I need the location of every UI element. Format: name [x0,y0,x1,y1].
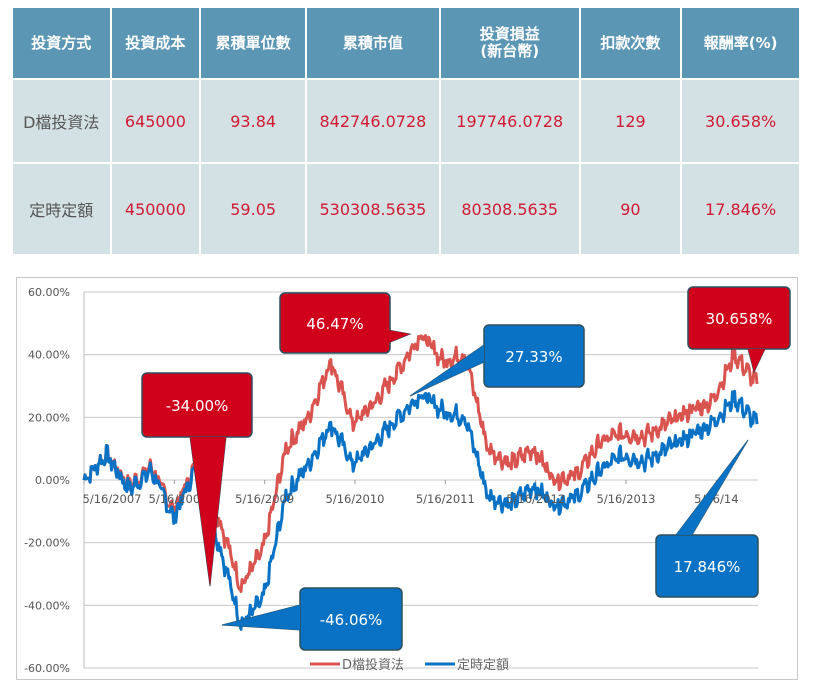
header-profit: 投資損益 (新台幣) [440,8,579,78]
callout-fixed-final: 17.846% [655,439,759,598]
y-tick-label: -20.00% [24,537,70,550]
svg-text:27.33%: 27.33% [505,348,562,366]
header-profit-line1: 投資損益 [479,25,540,43]
y-tick-label: 40.00% [28,349,70,362]
chart-gridlines [83,291,758,669]
callout-fixed-peak: 27.33% [409,324,585,397]
header-method: 投資方式 [13,8,110,78]
y-axis-labels: 60.00% 40.00% 20.00% 0.00% -20.00% -40.00% -60… [24,286,70,675]
svg-text:46.47%: 46.47% [306,315,363,333]
x-tick-label: 5/16/2009 [235,492,294,506]
cell-units: 59.05 [201,164,305,254]
cell-deductions: 129 [580,80,681,162]
table-row: D檔投資法 645000 93.84 842746.0728 197746.07… [13,80,799,162]
x-tick-label: 5/16/2013 [597,492,656,506]
cell-market-value: 842746.0728 [306,80,439,162]
svg-text:定時定額: 定時定額 [457,658,509,673]
x-tick-label: 5/16/2007 [83,492,142,506]
cell-return: 17.846% [682,164,799,254]
y-tick-label: -60.00% [24,662,70,675]
cell-method: D檔投資法 [13,80,110,162]
chart-legend: D檔投資法 定時定額 [310,657,509,673]
cell-profit: 80308.5635 [440,164,579,254]
header-return: 報酬率(%) [682,8,799,78]
cell-deductions: 90 [580,164,681,254]
y-tick-label: 0.00% [35,474,70,487]
svg-text:17.846%: 17.846% [674,558,741,576]
x-tick-label: 5/16/2011 [416,492,475,506]
legend-item-d-method: D檔投資法 [310,657,404,673]
x-tick-label: 5/16/2010 [326,492,385,506]
svg-text:30.658%: 30.658% [706,310,773,328]
cell-method: 定時定額 [13,164,110,254]
table-header-row: 投資方式 投資成本 累積單位數 累積市值 投資損益 (新台幣) 扣款次數 報酬率… [13,8,799,78]
header-units: 累積單位數 [201,8,305,78]
callout-fixed-low: -46.06% [221,587,403,651]
header-market-value: 累積市值 [306,8,439,78]
table-row: 定時定額 450000 59.05 530308.5635 80308.5635… [13,164,799,254]
svg-text:-34.00%: -34.00% [166,397,229,415]
header-cost: 投資成本 [111,8,200,78]
cell-cost: 645000 [111,80,200,162]
x-tick-label: 5/16/2012 [506,492,565,506]
legend-item-fixed-amount: 定時定額 [425,658,509,673]
header-profit-line2: (新台幣) [480,42,540,60]
x-tick-label: 5/16/200 [149,492,201,506]
cell-cost: 450000 [111,164,200,254]
svg-text:-46.06%: -46.06% [320,611,383,629]
callout-d-peak: 46.47% [279,292,412,354]
cell-units: 93.84 [201,80,305,162]
callout-d-final: 30.658% [687,286,791,374]
cell-return: 30.658% [682,80,799,162]
cell-market-value: 530308.5635 [306,164,439,254]
y-tick-label: 20.00% [28,411,70,424]
header-deductions: 扣款次數 [580,8,681,78]
x-axis-labels: 5/16/2007 5/16/200 5/16/2009 5/16/2010 5/16/… [83,492,739,506]
callout-d-low: -34.00% [141,372,253,587]
svg-text:D檔投資法: D檔投資法 [342,657,404,673]
investment-comparison-table: 投資方式 投資成本 累積單位數 累積市值 投資損益 (新台幣) 扣款次數 報酬率… [11,6,801,256]
y-tick-label: -40.00% [24,599,70,612]
y-tick-label: 60.00% [28,286,70,299]
chart-callouts: -34.00% 46.47% 30.658% -46.06% 27.33% 17.846% [141,286,791,651]
cell-profit: 197746.0728 [440,80,579,162]
